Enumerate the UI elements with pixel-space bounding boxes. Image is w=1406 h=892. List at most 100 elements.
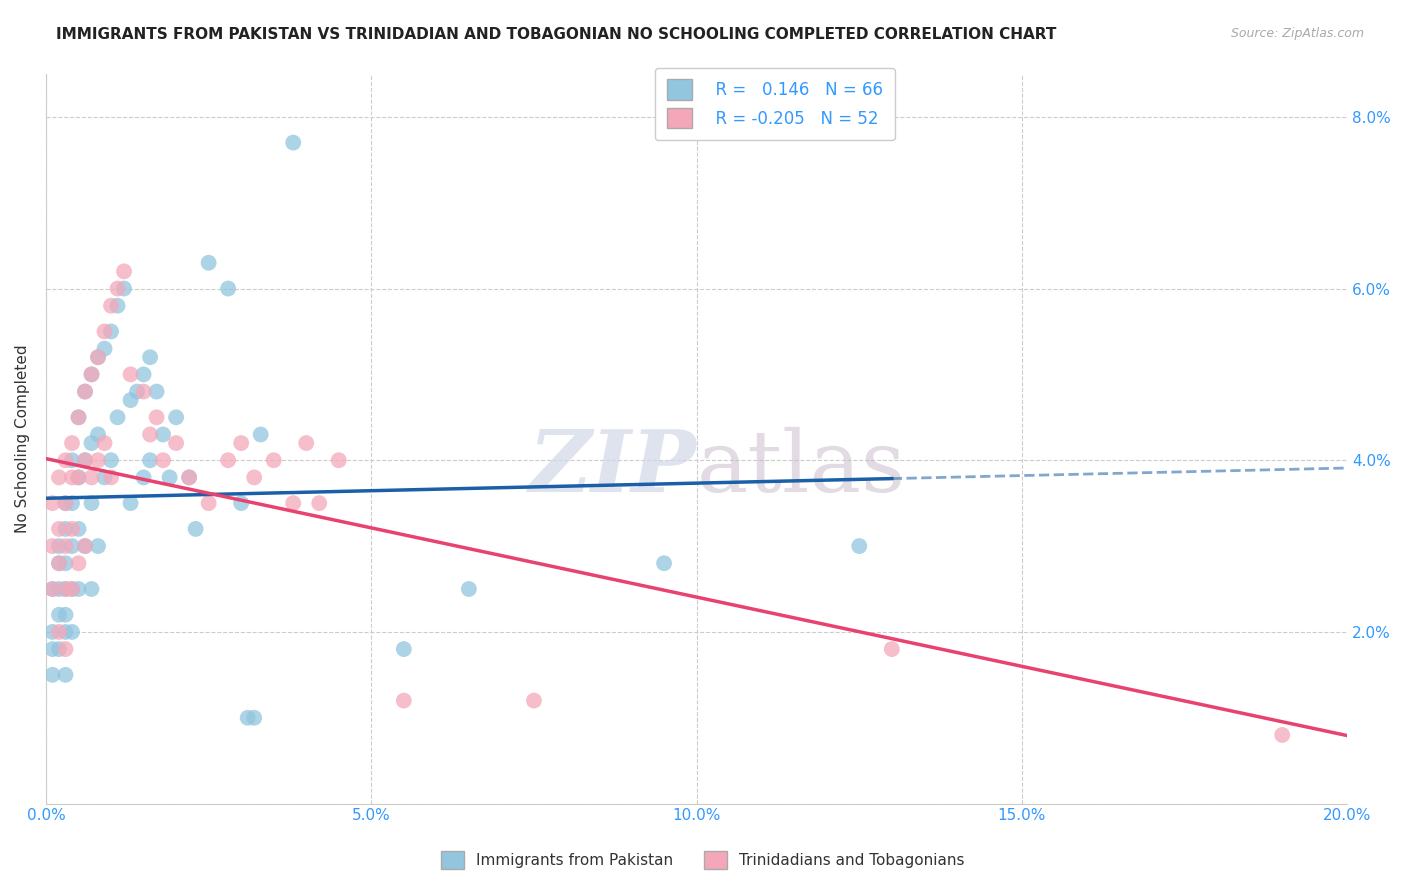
Point [100, 299, 122, 313]
Point [48, 556, 70, 570]
Point [328, 453, 350, 467]
Point [179, 470, 201, 484]
Point [48, 607, 70, 622]
Point [87, 350, 110, 364]
Point [848, 539, 870, 553]
Point [184, 522, 207, 536]
Point [112, 264, 135, 278]
Point [60, 539, 83, 553]
Point [60, 522, 83, 536]
Point [165, 436, 187, 450]
Point [48, 470, 70, 484]
Point [55, 496, 77, 510]
Point [100, 453, 122, 467]
Point [120, 393, 142, 408]
Point [652, 556, 675, 570]
Point [392, 642, 415, 657]
Point [120, 496, 142, 510]
Point [132, 470, 155, 484]
Point [112, 281, 135, 295]
Point [93, 325, 115, 339]
Point [73, 539, 96, 553]
Point [392, 693, 415, 707]
Point [48, 539, 70, 553]
Text: atlas: atlas [696, 426, 905, 509]
Point [880, 642, 903, 657]
Point [107, 410, 129, 425]
Point [60, 582, 83, 596]
Point [87, 350, 110, 364]
Point [67, 522, 90, 536]
Point [100, 470, 122, 484]
Point [60, 436, 83, 450]
Point [41, 668, 63, 682]
Point [55, 668, 77, 682]
Point [55, 582, 77, 596]
Point [145, 384, 167, 399]
Point [80, 470, 103, 484]
Point [60, 624, 83, 639]
Point [283, 136, 305, 150]
Point [87, 539, 110, 553]
Point [73, 384, 96, 399]
Point [1271, 728, 1294, 742]
Point [295, 436, 318, 450]
Legend: Immigrants from Pakistan, Trinidadians and Tobagonians: Immigrants from Pakistan, Trinidadians a… [436, 845, 970, 875]
Point [159, 470, 181, 484]
Point [48, 582, 70, 596]
Point [67, 470, 90, 484]
Point [41, 624, 63, 639]
Point [139, 350, 162, 364]
Point [67, 556, 90, 570]
Point [197, 256, 219, 270]
Point [73, 539, 96, 553]
Point [55, 453, 77, 467]
Point [60, 496, 83, 510]
Point [107, 299, 129, 313]
Point [41, 582, 63, 596]
Point [80, 582, 103, 596]
Point [457, 582, 479, 596]
Point [145, 410, 167, 425]
Point [139, 427, 162, 442]
Point [132, 368, 155, 382]
Point [93, 342, 115, 356]
Point [48, 556, 70, 570]
Point [283, 496, 305, 510]
Point [80, 368, 103, 382]
Point [55, 556, 77, 570]
Point [55, 624, 77, 639]
Point [165, 410, 187, 425]
Point [87, 427, 110, 442]
Point [308, 496, 330, 510]
Point [93, 470, 115, 484]
Point [87, 453, 110, 467]
Point [60, 453, 83, 467]
Point [80, 368, 103, 382]
Point [263, 453, 285, 467]
Point [197, 496, 219, 510]
Point [67, 410, 90, 425]
Point [231, 496, 253, 510]
Legend:   R =   0.146   N = 66,   R = -0.205   N = 52: R = 0.146 N = 66, R = -0.205 N = 52 [655, 68, 894, 140]
Text: Source: ZipAtlas.com: Source: ZipAtlas.com [1230, 27, 1364, 40]
Point [55, 496, 77, 510]
Point [55, 522, 77, 536]
Point [55, 539, 77, 553]
Point [107, 281, 129, 295]
Point [120, 368, 142, 382]
Point [231, 436, 253, 450]
Point [73, 453, 96, 467]
Point [55, 582, 77, 596]
Point [41, 539, 63, 553]
Y-axis label: No Schooling Completed: No Schooling Completed [15, 344, 30, 533]
Point [67, 470, 90, 484]
Point [249, 427, 271, 442]
Point [67, 410, 90, 425]
Point [80, 496, 103, 510]
Point [41, 642, 63, 657]
Point [67, 582, 90, 596]
Point [55, 607, 77, 622]
Point [41, 496, 63, 510]
Point [523, 693, 546, 707]
